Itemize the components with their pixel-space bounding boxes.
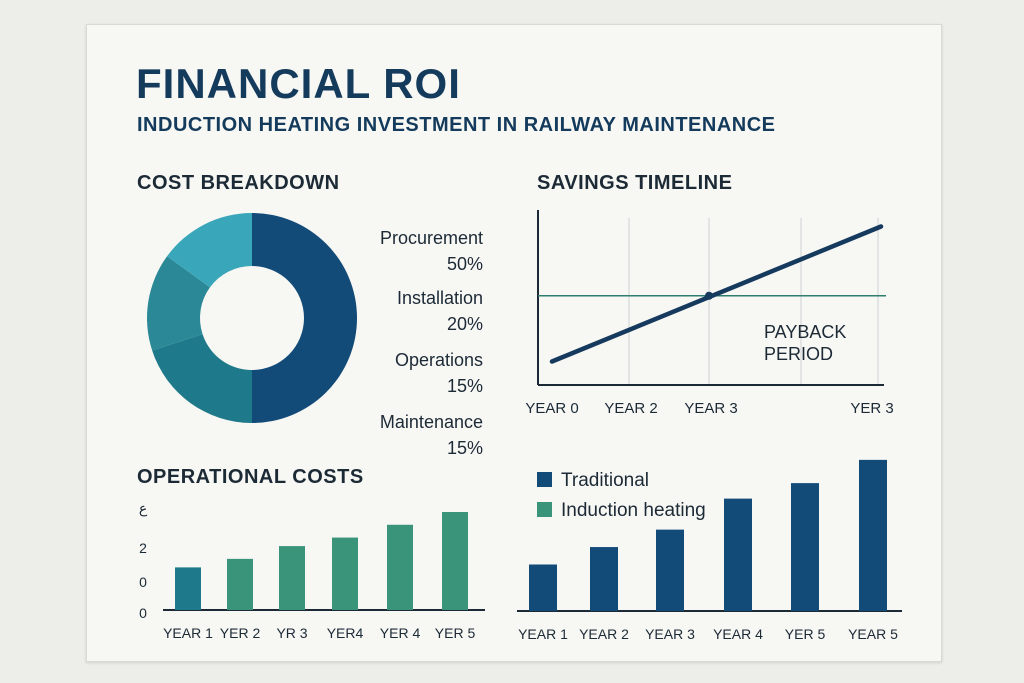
opcost-bar [175, 567, 201, 610]
payback-annotation-line1: PAYBACK [764, 322, 846, 342]
opcost-bar [332, 537, 358, 610]
opcost-y-tick: 0 [139, 605, 147, 621]
legend-swatch-0 [537, 472, 552, 487]
compare-x-tick: YEAR 3 [645, 626, 695, 642]
legend-label-procurement: Procurement [380, 228, 483, 248]
payback-annotation-line2: PERIOD [764, 344, 833, 364]
donut-slice-maintenance [167, 213, 252, 288]
traditional-bar [656, 529, 684, 611]
opcost-x-tick: YER 2 [220, 625, 261, 641]
traditional-bar [724, 498, 752, 611]
opcost-bar [227, 558, 253, 610]
legend-value-procurement: 50% [447, 254, 483, 274]
opcost-x-tick: YR 3 [276, 625, 307, 641]
legend-swatch-1 [537, 502, 552, 517]
page-title: FINANCIAL ROI [136, 60, 461, 107]
compare-x-tick: YEAR 4 [713, 626, 763, 642]
timeline-x-tick: YER 3 [850, 400, 893, 417]
cost-breakdown-title: COST BREAKDOWN [137, 172, 340, 194]
savings-timeline-title: SAVINGS TIMELINE [537, 172, 733, 194]
legend-value-operations: 15% [447, 376, 483, 396]
legend-label-maintenance: Maintenance [380, 412, 483, 432]
opcost-x-tick: YEAR 1 [163, 625, 213, 641]
opcost-y-tick: ع [139, 500, 148, 517]
savings-line [549, 224, 884, 364]
opcost-bar [442, 512, 468, 610]
compare-x-tick: YEAR 2 [579, 626, 629, 642]
opcost-x-tick: YER 4 [380, 625, 421, 641]
compare-x-tick: YER 5 [785, 626, 826, 642]
operational-costs-title: OPERATIONAL COSTS [137, 466, 364, 488]
opcost-x-tick: YER 5 [435, 625, 476, 641]
donut-slice-installation [152, 334, 252, 423]
opcost-y-tick: 2 [139, 540, 147, 556]
legend-label-1: Induction heating [561, 500, 706, 521]
traditional-bar [859, 459, 887, 611]
compare-x-tick: YEAR 1 [518, 626, 568, 642]
page-subtitle: INDUCTION HEATING INVESTMENT IN RAILWAY … [137, 114, 776, 136]
compare-x-tick: YEAR 5 [848, 626, 898, 642]
opcost-x-tick: YER4 [327, 625, 364, 641]
legend-value-maintenance: 15% [447, 438, 483, 458]
timeline-x-tick: YEAR 3 [684, 400, 737, 417]
traditional-bar [791, 483, 819, 611]
timeline-x-tick: YEAR 2 [604, 400, 657, 417]
legend-label-installation: Installation [397, 288, 483, 308]
legend-label-operations: Operations [395, 350, 483, 370]
traditional-bar [529, 564, 557, 611]
payback-point [705, 291, 713, 300]
donut-slice-procurement [252, 213, 357, 423]
legend-label-0: Traditional [561, 470, 649, 491]
opcost-bar [387, 524, 413, 610]
opcost-y-tick: 0 [139, 574, 147, 590]
legend-value-installation: 20% [447, 314, 483, 334]
opcost-bar [279, 546, 305, 610]
timeline-x-tick: YEAR 0 [525, 400, 578, 417]
traditional-bar [590, 547, 618, 611]
donut-slice-operations [147, 256, 210, 351]
